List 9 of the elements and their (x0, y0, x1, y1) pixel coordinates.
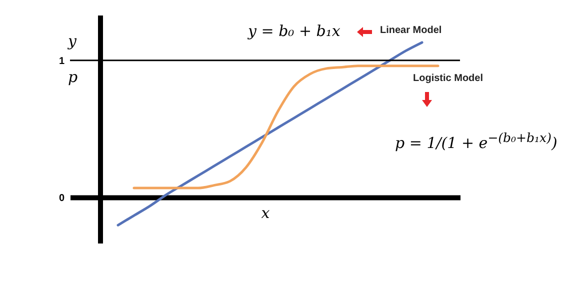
y-axis-title: y (68, 32, 76, 50)
text: p (68, 68, 78, 86)
y-tick-label: 0 (58, 193, 65, 204)
y-tick-label: 1 (58, 56, 65, 67)
annotation: p = 1/(1 + e$^{−(b₀+b₁x)}$) (395, 130, 558, 152)
annotation: y = b₀ + b₁x (248, 22, 340, 40)
annotation: Linear Model (380, 25, 442, 36)
x-axis-title: x (261, 204, 270, 222)
annotation: Logistic Model (413, 73, 483, 84)
